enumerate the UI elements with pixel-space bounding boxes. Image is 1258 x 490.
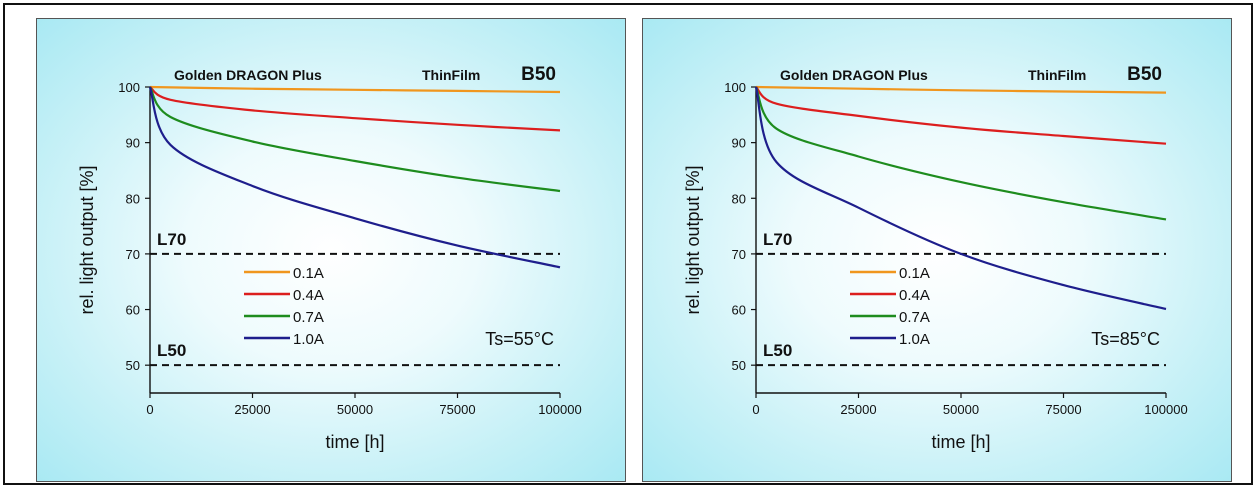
y-tick-label: 80: [126, 191, 140, 206]
y-tick-label: 60: [126, 303, 140, 318]
legend-label-0.4A: 0.4A: [293, 287, 324, 304]
threshold-label-l70: L70: [157, 230, 186, 249]
chart-panel-left: 50 60 70 80 90 100 0 25000 50000 75000 100000 time …: [36, 18, 626, 482]
series-line-0.7A: [149, 86, 561, 193]
x-tick-label: 25000: [234, 402, 270, 417]
y-tick-label: 100: [118, 80, 140, 95]
legend-label-0.1A: 0.1A: [293, 265, 324, 282]
x-tick-label: 75000: [439, 402, 475, 417]
series-line-0.1A: [149, 85, 561, 94]
x-tick-label: 100000: [538, 402, 581, 417]
x-tick-label: 50000: [337, 402, 373, 417]
chart-label: B50: [1127, 64, 1162, 85]
temperature-annotation: Ts=85°C: [1091, 329, 1160, 349]
chart-right: 50 60 70 80 90 100 0 25000 50000 75000 100000 time …: [683, 64, 1188, 452]
y-tick-label: 50: [732, 358, 746, 373]
y-tick-label: 80: [732, 191, 746, 206]
legend-label-0.4A: 0.4A: [899, 287, 930, 304]
threshold-label-l50: L50: [763, 341, 792, 360]
x-tick-label: 25000: [840, 402, 876, 417]
series-line-0.1A: [755, 85, 1167, 94]
legend-label-1.0A: 1.0A: [293, 331, 324, 348]
series-line-1.0A: [754, 86, 1167, 311]
threshold-label-l70: L70: [763, 230, 792, 249]
y-tick-label: 50: [126, 358, 140, 373]
y-axis-label: rel. light output [%]: [77, 165, 97, 314]
chart-subtitle-left: Golden DRAGON Plus: [780, 67, 928, 83]
x-tick-label: 100000: [1144, 402, 1187, 417]
x-tick-label: 75000: [1045, 402, 1081, 417]
temperature-annotation: Ts=55°C: [485, 329, 554, 349]
y-tick-label: 90: [732, 136, 746, 151]
legend-label-0.7A: 0.7A: [293, 309, 324, 326]
chart-subtitle-left: Golden DRAGON Plus: [174, 67, 322, 83]
chart-panel-right: 50 60 70 80 90 100 0 25000 50000 75000 100000 time …: [642, 18, 1232, 482]
x-tick-label: 0: [752, 402, 759, 417]
series-line-0.7A: [754, 86, 1167, 221]
y-tick-label: 90: [126, 136, 140, 151]
legend-label-1.0A: 1.0A: [899, 331, 930, 348]
legend-label-0.7A: 0.7A: [899, 309, 930, 326]
x-axis-label: time [h]: [325, 432, 384, 452]
y-axis-label: rel. light output [%]: [683, 165, 703, 314]
series-line-0.4A: [149, 86, 561, 132]
series-line-1.0A: [148, 86, 561, 269]
threshold-label-l50: L50: [157, 341, 186, 360]
chart-left: 50 60 70 80 90 100 0 25000 50000 75000 100000 time …: [77, 64, 582, 452]
chart-label: B50: [521, 64, 556, 85]
x-axis-label: time [h]: [931, 432, 990, 452]
y-tick-label: 70: [126, 247, 140, 262]
y-tick-label: 100: [724, 80, 746, 95]
series-line-0.4A: [755, 86, 1167, 145]
legend-label-0.1A: 0.1A: [899, 265, 930, 282]
x-tick-label: 50000: [943, 402, 979, 417]
chart-subtitle-right: ThinFilm: [1028, 67, 1086, 83]
x-tick-label: 0: [146, 402, 153, 417]
figure-frame: 50 60 70 80 90 100 0 25000 50000 75000 100000 time …: [3, 3, 1253, 485]
chart-subtitle-right: ThinFilm: [422, 67, 480, 83]
y-tick-label: 60: [732, 303, 746, 318]
y-tick-label: 70: [732, 247, 746, 262]
